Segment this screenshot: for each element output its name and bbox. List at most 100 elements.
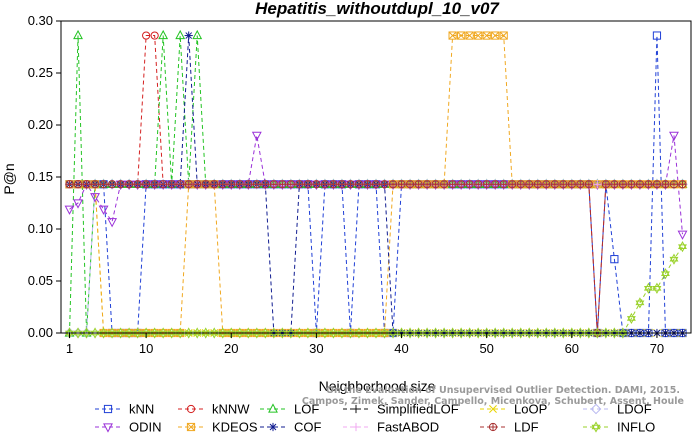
point-inflo-70 xyxy=(652,282,662,294)
point-inflo-36 xyxy=(363,327,372,339)
point-ldf-12 xyxy=(159,180,168,189)
point-inflo-22 xyxy=(243,327,253,339)
point-ldf-58 xyxy=(550,180,559,189)
point-inflo-19 xyxy=(218,327,228,339)
point-kdeos-52 xyxy=(499,31,508,40)
legend-item-ldf: LDF xyxy=(480,420,539,434)
legend-label-odin: ODIN xyxy=(129,420,162,434)
x-tick-label-30: 30 xyxy=(309,341,323,356)
point-inflo-45 xyxy=(439,327,449,339)
point-ldf-40 xyxy=(397,180,406,189)
legend: kNN kNNW LOF SimplifiedLOF LoOP LDOF ODIN KDEOS… xyxy=(95,402,655,434)
point-inflo-32 xyxy=(328,327,338,339)
point-fastabod-63 xyxy=(593,180,602,189)
point-inflo-29 xyxy=(303,327,313,339)
point-ldf-13 xyxy=(167,180,176,189)
point-kdeos-51 xyxy=(491,31,500,40)
point-ldf-48 xyxy=(465,180,474,189)
point-ldf-54 xyxy=(516,180,525,189)
point-inflo-56 xyxy=(533,327,543,339)
point-knnw-10 xyxy=(142,31,151,40)
legend-item-lof: LOF xyxy=(260,402,319,417)
point-inflo-28 xyxy=(294,327,304,339)
point-ldf-29 xyxy=(303,180,312,189)
point-inflo-27 xyxy=(286,327,296,339)
point-ldf-36 xyxy=(363,180,372,189)
plot-frame xyxy=(60,20,692,334)
point-inflo-52 xyxy=(499,327,509,339)
point-inflo-51 xyxy=(490,327,500,339)
point-ldf-28 xyxy=(295,180,304,189)
point-ldf-39 xyxy=(388,180,398,189)
point-ldf-14 xyxy=(176,180,185,189)
legend-item-kdeos: KDEOS xyxy=(178,420,258,434)
point-ldf-23 xyxy=(252,180,261,189)
point-inflo-14 xyxy=(175,327,185,339)
point-ldf-47 xyxy=(457,180,466,189)
point-ldf-70 xyxy=(652,180,662,189)
point-ldf-66 xyxy=(618,180,627,189)
x-tick-label-10: 10 xyxy=(139,341,153,356)
point-kdeos-49 xyxy=(474,31,483,40)
point-inflo-72 xyxy=(669,253,679,265)
x-axis-label: Neighborhood size xyxy=(319,378,436,394)
series-line-ldf xyxy=(69,183,683,334)
legend-label-cof: COF xyxy=(294,420,322,434)
point-inflo-15 xyxy=(184,327,194,339)
point-ldf-30 xyxy=(312,180,321,189)
y-tick-label-0.05: 0.05 xyxy=(28,273,53,288)
point-inflo-43 xyxy=(422,327,432,339)
legend-item-knnw: kNNW xyxy=(178,402,250,417)
point-inflo-62 xyxy=(584,327,594,339)
point-inflo-64 xyxy=(601,327,611,339)
legend-label-knnw: kNNW xyxy=(212,402,250,417)
legend-marker-ldf xyxy=(488,422,498,432)
point-inflo-9 xyxy=(133,327,143,339)
point-ldf-45 xyxy=(440,180,449,189)
point-ldf-6 xyxy=(107,180,117,189)
point-knn-70 xyxy=(652,31,662,40)
point-ldf-68 xyxy=(635,180,645,189)
point-inflo-42 xyxy=(414,327,424,339)
point-ldf-3 xyxy=(82,180,91,189)
legend-label-simplifiedlof: SimplifiedLOF xyxy=(377,402,459,417)
point-ldf-22 xyxy=(244,180,253,189)
point-inflo-17 xyxy=(201,327,211,339)
point-inflo-8 xyxy=(124,327,134,339)
point-ldf-10 xyxy=(142,180,151,189)
point-ldf-69 xyxy=(644,180,653,189)
point-ldf-43 xyxy=(422,180,432,189)
chart-title: Hepatitis_withoutdupl_10_v07 xyxy=(255,0,500,18)
point-inflo-2 xyxy=(73,327,83,339)
legend-item-ldof: LDOF xyxy=(583,402,652,417)
point-ldf-65 xyxy=(610,180,619,189)
legend-item-cof: COF xyxy=(260,420,322,434)
point-lof-12 xyxy=(158,29,169,40)
legend-marker-knnw xyxy=(186,404,196,414)
point-ldf-73 xyxy=(678,180,687,189)
point-ldf-60 xyxy=(567,180,576,189)
point-inflo-33 xyxy=(337,327,347,339)
point-inflo-55 xyxy=(524,327,534,339)
legend-label-lof: LOF xyxy=(294,402,319,417)
legend-label-kdeos: KDEOS xyxy=(212,420,258,434)
point-ldf-20 xyxy=(227,180,236,189)
point-inflo-69 xyxy=(643,282,653,294)
y-tick-label-0.10: 0.10 xyxy=(28,221,53,236)
series-ldof xyxy=(64,178,688,339)
legend-label-knn: kNN xyxy=(129,402,154,417)
point-inflo-67 xyxy=(626,312,636,325)
point-inflo-11 xyxy=(150,327,160,339)
point-inflo-37 xyxy=(371,327,381,339)
point-inflo-57 xyxy=(541,327,551,339)
point-inflo-16 xyxy=(192,327,202,339)
point-inflo-47 xyxy=(456,327,466,339)
point-ldf-62 xyxy=(584,180,593,189)
point-knn-65 xyxy=(610,255,619,264)
legend-marker-inflo xyxy=(591,421,601,433)
point-ldf-16 xyxy=(193,180,202,189)
point-kdeos-50 xyxy=(482,31,491,40)
point-ldf-50 xyxy=(482,180,491,189)
point-inflo-18 xyxy=(209,327,219,339)
point-ldf-55 xyxy=(525,180,534,189)
